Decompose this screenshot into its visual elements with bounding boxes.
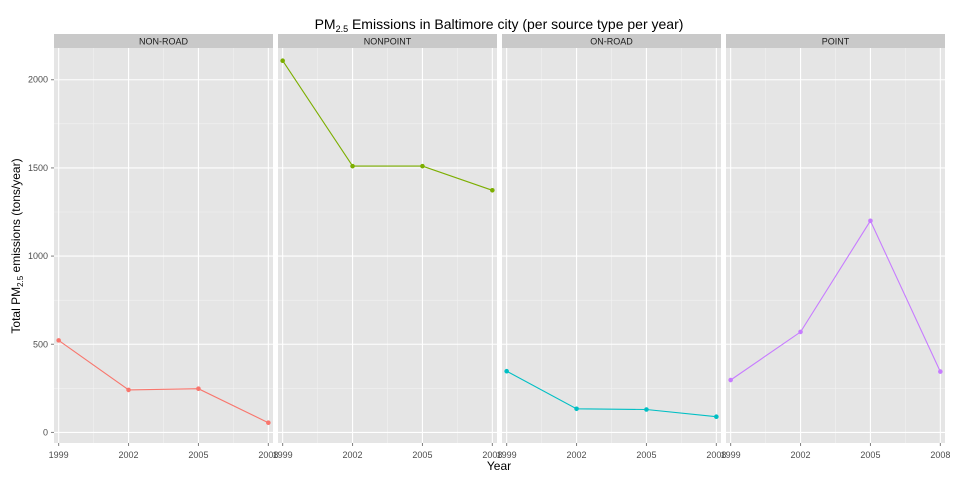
facet-strip-label: ON-ROAD — [590, 37, 633, 47]
series-line — [730, 219, 941, 381]
y-tick-label: 1500 — [28, 163, 48, 173]
x-tick-label: 2005 — [860, 450, 880, 460]
data-point — [574, 406, 579, 412]
facet-panels: NON-ROAD 1999 2002 2005 2008 NONPOINT 1999 2002… — [49, 34, 950, 460]
facet-panel-non-road: NON-ROAD 1999 2002 2005 2008 — [49, 34, 278, 460]
y-tick-label: 0 — [43, 427, 48, 437]
x-tick-label: 2008 — [482, 450, 502, 460]
data-point — [644, 407, 649, 412]
facet-panel-on-road: ON-ROAD 1999 2002 2005 2008 — [497, 34, 726, 460]
y-tick-label: 2000 — [28, 75, 48, 85]
x-tick-label: 2008 — [706, 450, 726, 460]
x-tick-label: 2002 — [119, 450, 139, 460]
data-point — [714, 414, 719, 420]
data-point — [504, 368, 509, 374]
data-point — [420, 163, 425, 169]
x-tick-label: 2005 — [636, 450, 656, 460]
x-tick-label: 2002 — [791, 450, 811, 460]
y-tick-label: 500 — [33, 339, 48, 349]
facet-strip-label: NON-ROAD — [139, 37, 188, 47]
facet-strip — [278, 34, 497, 48]
x-tick-label: 1999 — [497, 450, 517, 460]
data-point — [490, 188, 495, 193]
series-line — [282, 60, 493, 191]
data-point — [798, 329, 803, 335]
data-point — [868, 218, 873, 224]
data-point — [280, 58, 285, 63]
x-tick-label: 2002 — [567, 450, 587, 460]
x-tick-label: 2008 — [258, 450, 278, 460]
data-point — [56, 338, 61, 343]
data-point — [196, 386, 201, 391]
x-tick-label: 1999 — [273, 450, 293, 460]
data-point — [938, 369, 943, 374]
facet-strip — [502, 34, 721, 48]
x-tick-label: 2005 — [412, 450, 432, 460]
x-tick-label: 2005 — [188, 450, 208, 460]
chart-title: PM2.5 Emissions in Baltimore city (per s… — [315, 16, 684, 34]
facet-strip-label: POINT — [822, 37, 850, 47]
x-tick-label: 1999 — [49, 450, 69, 460]
facet-panel-point: POINT 1999 2002 2005 2008 — [721, 34, 950, 460]
series-line — [58, 339, 269, 424]
data-point — [266, 420, 271, 426]
x-tick-label: 1999 — [721, 450, 741, 460]
y-tick-label: 1000 — [28, 251, 48, 261]
facet-strip — [54, 34, 273, 48]
series-line — [506, 370, 717, 418]
data-point — [350, 163, 355, 169]
y-axis-title: Total PM2.5 emissions (tons/year) — [9, 158, 25, 333]
x-tick-label: 2008 — [930, 450, 950, 460]
data-point — [126, 387, 131, 393]
x-tick-label: 2002 — [343, 450, 363, 460]
facet-strip — [726, 34, 945, 48]
x-axis-title: Year — [487, 459, 511, 473]
facet-strip-label: NONPOINT — [364, 37, 412, 47]
facet-panel-nonpoint: NONPOINT 1999 2002 2005 2008 — [273, 34, 502, 460]
data-point — [728, 377, 733, 383]
y-axis: 0 500 1000 1500 2000 — [28, 75, 54, 437]
